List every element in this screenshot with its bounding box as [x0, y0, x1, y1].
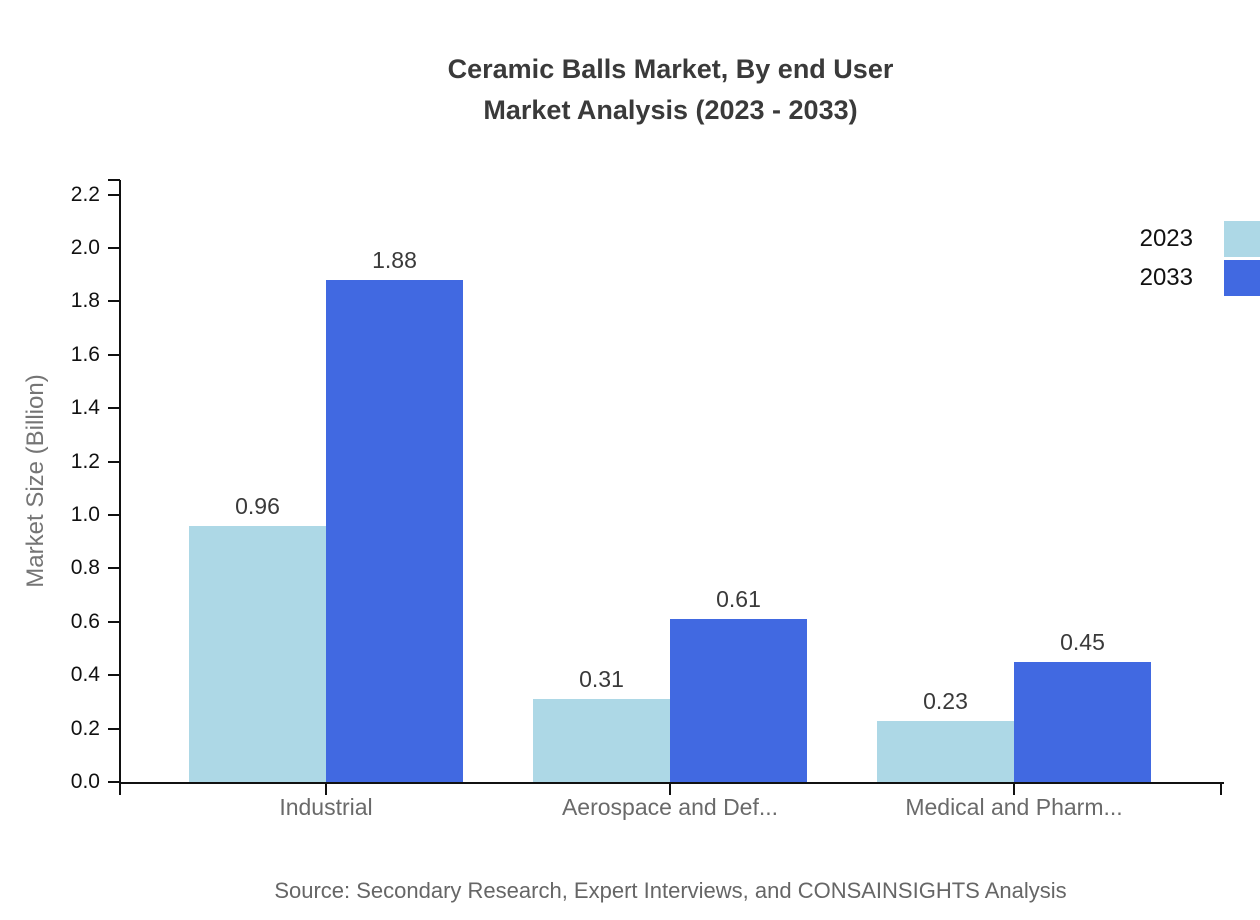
- y-axis-tick-label: 0.4: [70, 663, 100, 686]
- y-axis-tick: [108, 567, 120, 569]
- y-axis-tick: [108, 247, 120, 249]
- y-axis-tick: [108, 300, 120, 302]
- value-label-2033-medical-and-pharm: 0.45: [1060, 629, 1105, 655]
- value-label-2033-industrial: 1.88: [372, 247, 417, 273]
- bar-2033-aerospace-and-def: [670, 619, 807, 782]
- y-axis-tick-label: 1.4: [70, 396, 100, 419]
- y-axis-tick-label: 0.8: [70, 556, 100, 579]
- x-axis-tick: [669, 784, 671, 795]
- y-axis-tick: [108, 781, 120, 783]
- legend-label-2033: 2033: [1139, 264, 1193, 291]
- y-axis-line: [119, 180, 121, 786]
- value-label-2023-aerospace-and-def: 0.31: [579, 666, 624, 692]
- chart-title: Ceramic Balls Market, By end User Market…: [120, 49, 1221, 131]
- legend-swatch-2023: [1224, 221, 1260, 257]
- y-axis-tick-label: 0.2: [70, 717, 100, 740]
- legend-label-2023: 2023: [1139, 225, 1193, 252]
- category-label-aerospace-and-def: Aerospace and Def...: [561, 794, 779, 820]
- legend-swatch-2033: [1224, 260, 1260, 296]
- x-axis-line: [119, 782, 1224, 784]
- bar-2023-aerospace-and-def: [533, 699, 670, 782]
- x-axis-tick: [325, 784, 327, 795]
- bar-2033-medical-and-pharm: [1014, 662, 1151, 782]
- x-axis-tick: [119, 784, 121, 795]
- y-axis-tick-label: 1.0: [70, 503, 100, 526]
- y-axis-tick: [108, 621, 120, 623]
- y-axis-tick-label: 2.2: [70, 183, 100, 206]
- y-axis-tick: [108, 514, 120, 516]
- y-axis-tick: [108, 354, 120, 356]
- y-axis-tick: [108, 674, 120, 676]
- y-axis-endcap-tick: [108, 179, 120, 181]
- y-axis-tick-label: 1.8: [70, 289, 100, 312]
- category-label-medical-and-pharm: Medical and Pharm...: [905, 794, 1123, 820]
- source-note: Source: Secondary Research, Expert Inter…: [274, 878, 1067, 903]
- bar-2033-industrial: [326, 280, 463, 782]
- y-axis-tick: [108, 407, 120, 409]
- value-label-2023-industrial: 0.96: [235, 493, 280, 519]
- value-label-2023-medical-and-pharm: 0.23: [923, 688, 968, 714]
- value-label-2033-aerospace-and-def: 0.61: [716, 586, 761, 612]
- x-axis-tick: [1013, 784, 1015, 795]
- y-axis-tick: [108, 461, 120, 463]
- bar-2023-industrial: [189, 526, 326, 782]
- chart-title-line2: Market Analysis (2023 - 2033): [483, 95, 858, 125]
- x-axis-tick: [1220, 784, 1222, 795]
- y-axis-tick-label: 0.0: [70, 770, 100, 793]
- y-axis-tick: [108, 728, 120, 730]
- y-axis-tick-label: 1.6: [70, 343, 100, 366]
- y-axis-tick-label: 2.0: [70, 236, 100, 259]
- y-axis-tick-label: 1.2: [70, 450, 100, 473]
- y-axis-tick: [108, 194, 120, 196]
- y-axis-tick-label: 0.6: [70, 610, 100, 633]
- chart-title-line1: Ceramic Balls Market, By end User: [447, 54, 894, 84]
- category-label-industrial: Industrial: [279, 794, 373, 820]
- bar-2023-medical-and-pharm: [877, 721, 1014, 782]
